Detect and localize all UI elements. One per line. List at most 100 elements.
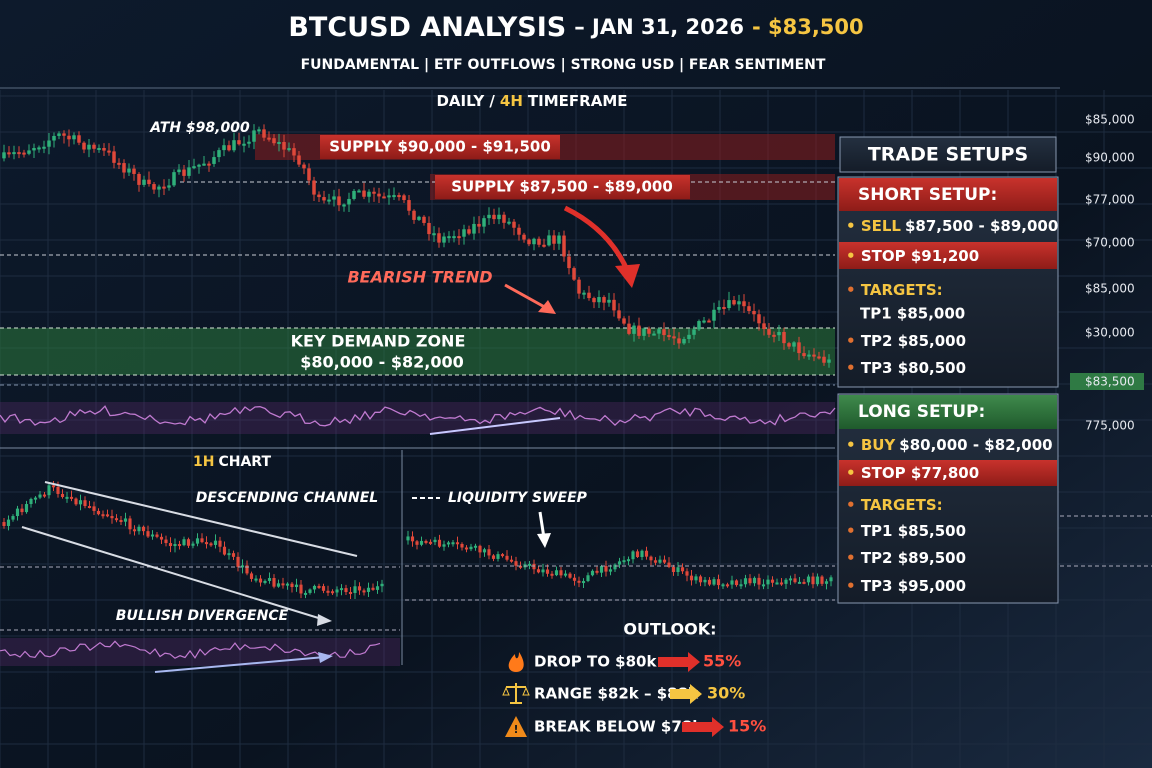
oscillator-band — [0, 638, 400, 666]
candle — [507, 221, 511, 224]
long-header: LONG SETUP: — [858, 402, 985, 422]
candle — [532, 238, 536, 245]
candle — [245, 565, 249, 574]
candle — [377, 193, 381, 197]
supply-label-box — [320, 135, 560, 159]
channel-line — [44, 481, 358, 557]
candle — [640, 550, 644, 558]
candle — [11, 516, 15, 520]
candle — [344, 588, 348, 593]
candle — [737, 301, 741, 305]
outlook: OUTLOOK: DROP TO $80k 55% RANGE $82k – $… — [502, 620, 766, 737]
candle — [337, 196, 341, 206]
candle — [762, 323, 766, 330]
candle — [613, 564, 617, 570]
candle — [52, 135, 56, 141]
trend-arrow — [563, 205, 631, 273]
candle — [272, 138, 276, 144]
outlook-probability: 55% — [703, 652, 741, 671]
outlook-item: DROP TO $80k — [534, 653, 657, 671]
candle — [312, 180, 316, 195]
candle — [712, 309, 716, 321]
candle — [87, 144, 91, 150]
short-stop: • STOP $91,200 — [846, 247, 979, 265]
price-marker — [1070, 373, 1144, 390]
candle — [460, 543, 464, 548]
candle — [105, 514, 110, 517]
candle — [42, 146, 46, 149]
candle — [123, 518, 128, 522]
candle — [157, 186, 161, 190]
candle — [303, 592, 308, 595]
candle — [697, 321, 701, 330]
candle — [362, 590, 366, 593]
candle — [272, 578, 276, 587]
candle — [545, 569, 550, 574]
candle — [410, 536, 415, 542]
candle — [372, 191, 376, 194]
candle — [455, 542, 460, 545]
candle — [604, 566, 608, 572]
candle — [694, 576, 698, 581]
candle — [770, 579, 775, 583]
candle — [74, 498, 78, 505]
candle — [478, 545, 482, 553]
candle — [824, 581, 829, 584]
oscillator — [0, 640, 381, 659]
long-target: • TP2 $89,500 — [846, 549, 966, 567]
short-entry: • SELL $87,500 - $89,000 — [846, 217, 1058, 235]
candle — [469, 546, 473, 550]
outlook-item: BREAK BELOW $78k — [534, 718, 703, 736]
candle — [347, 198, 351, 205]
candle — [602, 297, 606, 303]
candle — [572, 268, 576, 280]
candle — [612, 299, 616, 311]
long-targets-label: • TARGETS: — [846, 496, 943, 514]
candle — [177, 169, 181, 173]
candle — [247, 141, 251, 144]
candle — [252, 130, 256, 142]
candle — [732, 300, 736, 305]
candle — [218, 540, 222, 547]
candle — [102, 148, 106, 151]
candle — [577, 580, 581, 583]
candle — [212, 157, 216, 164]
candle — [262, 129, 266, 138]
price-label: $30,000 — [1085, 326, 1135, 340]
candle — [662, 329, 666, 336]
candle — [182, 169, 186, 176]
candle — [29, 498, 33, 505]
candle — [299, 584, 303, 594]
candle — [644, 550, 649, 557]
candle — [242, 143, 246, 146]
candle — [192, 166, 196, 169]
candle — [487, 214, 491, 219]
trend-label: BEARISH TREND — [347, 268, 492, 287]
candle — [281, 583, 285, 586]
outlook-item: RANGE $82k – $88k — [534, 685, 699, 703]
candle — [146, 531, 150, 537]
candle — [433, 539, 437, 543]
candle — [682, 339, 686, 344]
candle — [822, 356, 826, 363]
candle — [155, 534, 159, 537]
candle — [451, 542, 455, 545]
candle — [550, 573, 554, 576]
supply-label-box — [435, 175, 690, 199]
demand-zone — [0, 328, 835, 375]
candle — [110, 516, 114, 519]
candle — [446, 542, 451, 545]
candle — [382, 196, 386, 199]
candle — [757, 577, 761, 585]
candle — [554, 570, 559, 576]
candle — [432, 233, 436, 236]
candle — [263, 580, 267, 583]
arrow-head — [538, 300, 556, 314]
candle — [577, 279, 581, 294]
candle — [167, 185, 171, 188]
candle — [47, 485, 51, 496]
long-stop: • STOP $77,800 — [846, 464, 979, 482]
candle — [536, 569, 541, 573]
candle — [267, 137, 271, 140]
candle — [56, 486, 60, 494]
